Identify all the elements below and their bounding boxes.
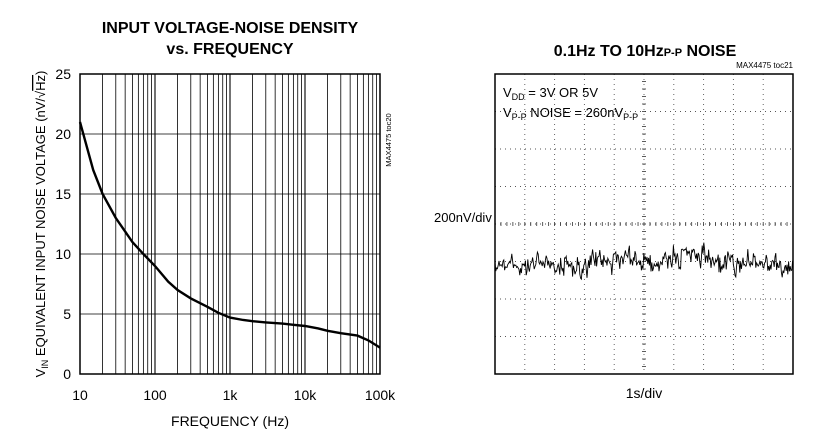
- noise-density-x-label: FREQUENCY (Hz): [171, 413, 289, 429]
- pp-noise-title: 0.1Hz TO 10HzP-P NOISE: [480, 41, 810, 64]
- noise-density-y-ticks: 0 5 10 15 20 25: [55, 66, 71, 382]
- noise-density-plot-frame: [79, 73, 381, 375]
- noise-density-tag: MAX4475 toc20: [384, 113, 393, 166]
- noise-density-y-label: VIN EQUIVALENT INPUT NOISE VOLTAGE (nV/√…: [33, 71, 50, 378]
- noise-density-x-tick-label: 100: [143, 387, 167, 403]
- pp-noise-trace: [494, 242, 794, 281]
- pp-noise-chart: MAX4475 toc21 VDD = 3V OR 5V VP-P NOISE …: [434, 61, 794, 401]
- pp-noise-grid: [494, 73, 794, 375]
- pp-noise-x-scale-label: 1s/div: [626, 385, 663, 401]
- noise-density-title-line2: vs. FREQUENCY: [166, 41, 294, 58]
- noise-density-y-tick-label: 5: [63, 306, 71, 322]
- noise-density-title-line1: INPUT VOLTAGE-NOISE DENSITY: [101, 20, 359, 37]
- noise-density-y-tick-label: 15: [55, 186, 71, 202]
- pp-noise-annotation-noise: VP-P NOISE = 260nVP-P: [503, 105, 638, 122]
- noise-density-y-tick-label: 0: [63, 366, 71, 382]
- noise-density-y-tick-label: 10: [55, 246, 71, 262]
- pp-noise-title-main: 0.1Hz TO 10Hz: [553, 43, 664, 60]
- noise-density-x-tick-label: 1k: [223, 387, 239, 403]
- noise-density-x-tick-label: 100k: [365, 387, 396, 403]
- noise-density-chart: 10 100 1k 10k 100k 0 5 10 15 20 25 FREQUENCY (Hz)…: [33, 66, 396, 429]
- pp-noise-title-sub: P-P: [663, 47, 683, 59]
- noise-density-curve: [78, 121, 381, 349]
- pp-noise-annotation-vdd: VDD = 3V OR 5V: [503, 85, 598, 102]
- noise-density-y-tick-label: 20: [55, 126, 71, 142]
- noise-density-x-tick-label: 10k: [294, 387, 318, 403]
- noise-density-y-tick-label: 25: [55, 66, 71, 82]
- noise-density-grid: [80, 74, 380, 374]
- noise-density-title: INPUT VOLTAGE-NOISE DENSITY vs. FREQUENC…: [70, 18, 390, 60]
- noise-density-x-tick-label: 10: [72, 387, 88, 403]
- pp-noise-plot-frame: [494, 73, 794, 375]
- pp-noise-title-end: NOISE: [682, 43, 737, 60]
- noise-density-x-ticks: 10 100 1k 10k 100k: [72, 387, 396, 403]
- pp-noise-tag: MAX4475 toc21: [736, 61, 793, 70]
- pp-noise-y-scale-label: 200nV/div: [434, 210, 492, 225]
